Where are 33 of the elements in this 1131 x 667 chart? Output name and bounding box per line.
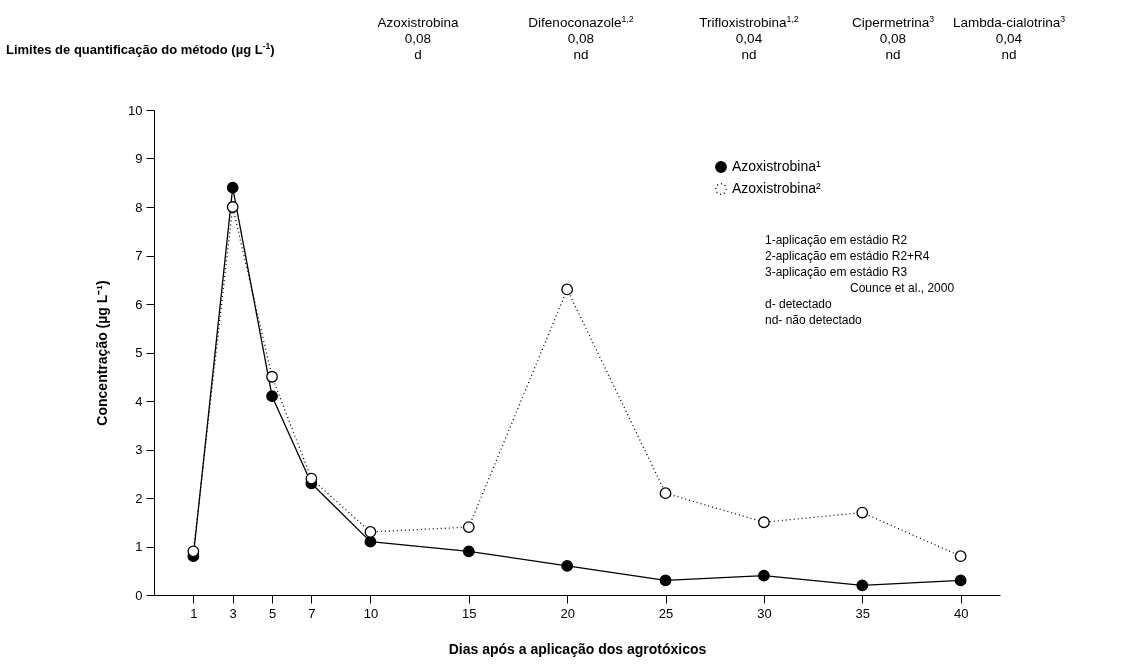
x-tick-label: 7 <box>308 605 316 621</box>
y-tick-label: 9 <box>135 151 143 166</box>
y-axis-title: Concentração (µg L⁻¹) <box>94 280 111 426</box>
y-tick-label: 2 <box>135 490 143 506</box>
x-tick-label: 10 <box>363 605 379 621</box>
text: Lambda-cialotrina$^{3}$ 0,04 nd <box>952 13 1066 62</box>
text: Trifloxistrobina$^{1,2}$ 0,04 nd <box>699 13 799 62</box>
x-tick-label: 1 <box>190 605 198 621</box>
y-tick-label: 1 <box>135 539 143 554</box>
y-tick-label: 3 <box>135 442 143 457</box>
x-tick-label: 35 <box>855 605 871 621</box>
y-tick-label: 7 <box>135 248 143 263</box>
x-axis-title: Dias após a aplicação dos agrotóxicos <box>448 640 707 657</box>
text: Limites de quantificação do método (µg L$^{-1}$) <box>6 40 275 57</box>
text: 1-aplicação em estádio R2 2-aplicação em estádio R2+R4 3-aplicação em estádio R3 Counce et al., 2000 d- detectado nd- não detectado <box>765 233 955 327</box>
y-tick-label: 5 <box>135 345 143 360</box>
x-tick-label: 40 <box>953 605 969 621</box>
text: Cipermetrina$^{3}$ 0,08 nd <box>851 13 935 62</box>
y-tick-label: 6 <box>135 296 143 312</box>
x-tick-label: 25 <box>658 605 674 621</box>
x-tick-label: 3 <box>229 605 237 621</box>
x-tick-label: 30 <box>757 605 772 621</box>
text: Difenoconazole$^{1,2}$ 0,08 nd <box>528 13 634 62</box>
x-tick-label: 20 <box>560 605 575 621</box>
text: Azoxistrobina 0,08 d <box>377 15 459 63</box>
x-tick-label: 5 <box>268 605 277 621</box>
legend-label: Azoxistrobina² <box>732 180 822 196</box>
y-tick-label: 8 <box>135 199 143 215</box>
legend-label: Azoxistrobina¹ <box>732 158 822 174</box>
y-tick-label: 0 <box>135 587 143 603</box>
y-tick-label: 10 <box>128 102 143 118</box>
y-tick-label: 4 <box>135 393 143 409</box>
x-tick-label: 15 <box>462 605 477 621</box>
